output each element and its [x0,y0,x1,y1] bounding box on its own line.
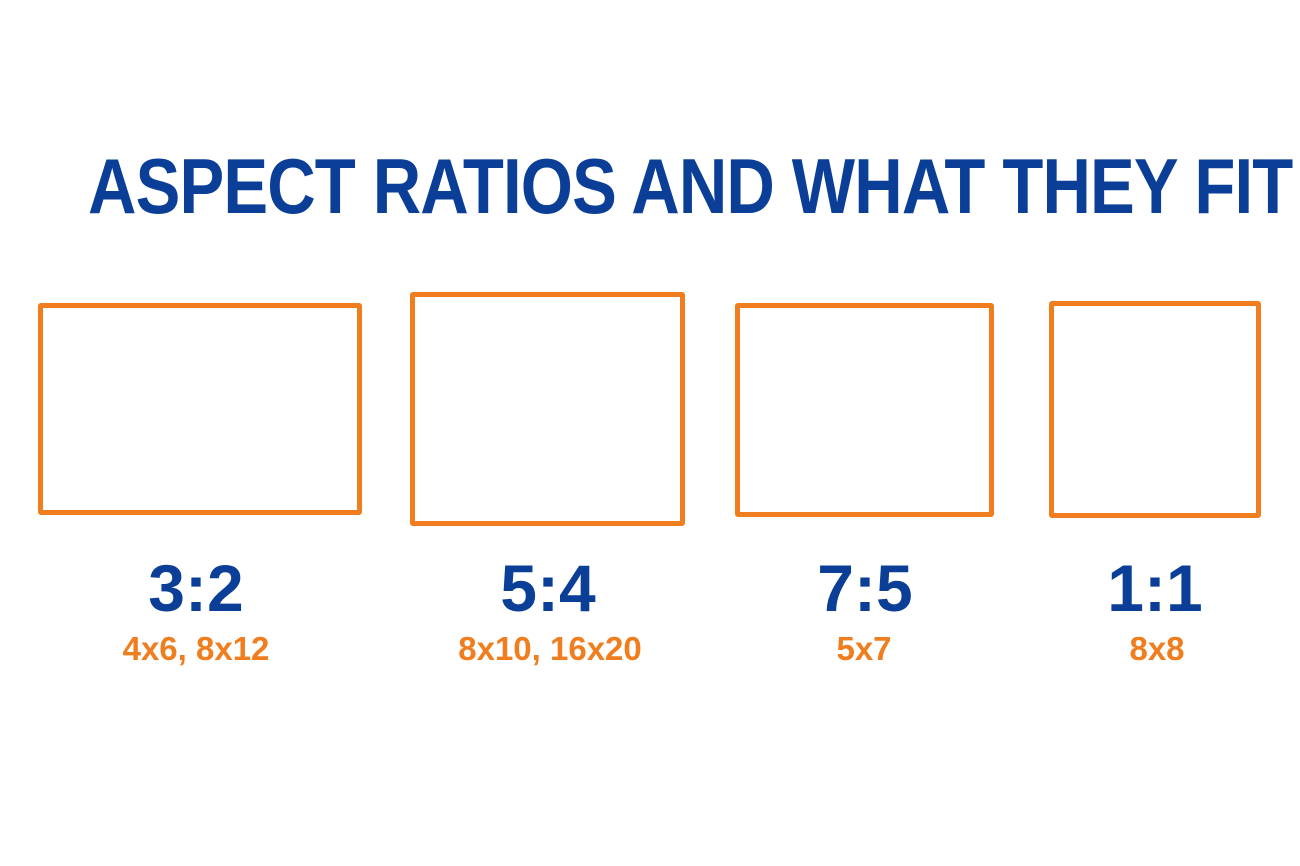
print-sizes-1-1: 8x8 [1129,630,1185,667]
ratio-label-1-1: 1:1 [1107,551,1203,625]
ratio-frame-3-2 [38,303,362,515]
ratio-frame-5-4 [410,292,685,526]
page-title: ASPECT RATIOS AND WHAT THEY FIT [88,142,1293,230]
ratio-frame-7-5 [735,303,994,517]
print-sizes-3-2: 4x6, 8x12 [122,630,270,667]
ratio-label-5-4: 5:4 [500,551,596,625]
ratio-label-7-5: 7:5 [817,551,913,625]
ratio-label-3-2: 3:2 [148,551,244,625]
print-sizes-5-4: 8x10, 16x20 [458,630,642,667]
ratio-frame-1-1 [1049,301,1261,518]
print-sizes-7-5: 5x7 [836,630,892,667]
